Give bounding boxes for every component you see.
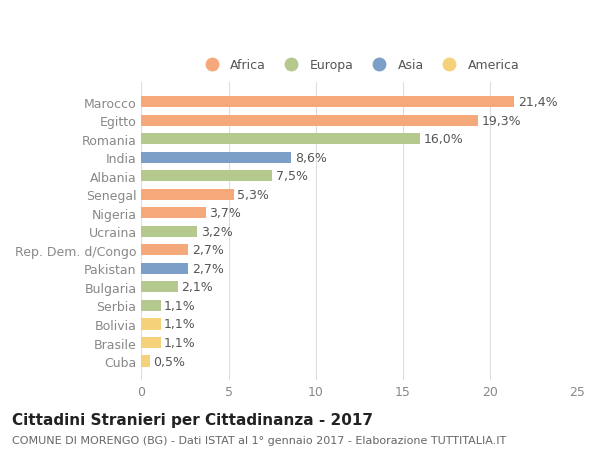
Text: 3,2%: 3,2% — [200, 225, 232, 238]
Text: COMUNE DI MORENGO (BG) - Dati ISTAT al 1° gennaio 2017 - Elaborazione TUTTITALIA: COMUNE DI MORENGO (BG) - Dati ISTAT al 1… — [12, 435, 506, 445]
Bar — [142, 189, 234, 200]
Bar — [142, 245, 188, 256]
Bar — [142, 115, 478, 126]
Text: Cittadini Stranieri per Cittadinanza - 2017: Cittadini Stranieri per Cittadinanza - 2… — [12, 412, 373, 427]
Text: 7,5%: 7,5% — [275, 170, 308, 183]
Text: 3,7%: 3,7% — [209, 207, 241, 220]
Bar — [142, 208, 206, 219]
Bar — [142, 300, 161, 311]
Text: 19,3%: 19,3% — [481, 114, 521, 127]
Text: 2,1%: 2,1% — [181, 281, 213, 294]
Bar — [142, 97, 514, 108]
Text: 1,1%: 1,1% — [164, 318, 196, 331]
Bar — [142, 171, 272, 182]
Text: 16,0%: 16,0% — [424, 133, 463, 146]
Text: 1,1%: 1,1% — [164, 299, 196, 312]
Bar — [142, 282, 178, 293]
Text: 0,5%: 0,5% — [154, 355, 185, 368]
Legend: Africa, Europa, Asia, America: Africa, Europa, Asia, America — [194, 54, 524, 77]
Text: 2,7%: 2,7% — [192, 244, 224, 257]
Bar — [142, 134, 420, 145]
Bar — [142, 337, 161, 348]
Text: 8,6%: 8,6% — [295, 151, 326, 164]
Bar — [142, 356, 150, 367]
Text: 2,7%: 2,7% — [192, 262, 224, 275]
Bar — [142, 152, 291, 163]
Text: 5,3%: 5,3% — [237, 188, 269, 202]
Text: 21,4%: 21,4% — [518, 96, 557, 109]
Bar — [142, 319, 161, 330]
Bar — [142, 263, 188, 274]
Bar — [142, 226, 197, 237]
Text: 1,1%: 1,1% — [164, 336, 196, 349]
